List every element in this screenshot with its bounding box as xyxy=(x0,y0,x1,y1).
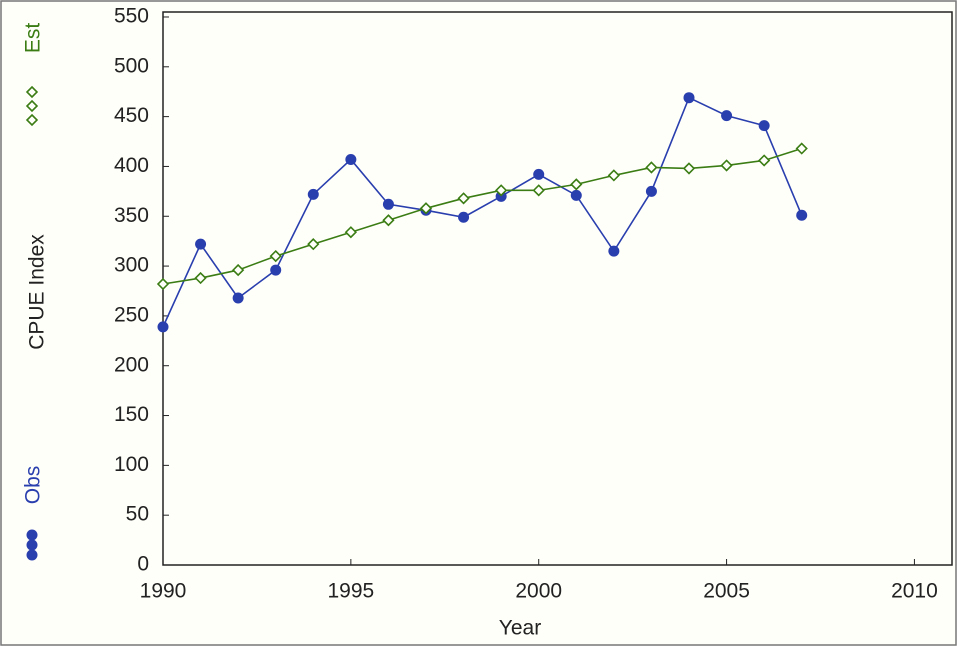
point xyxy=(495,184,508,197)
point xyxy=(682,162,696,175)
legend-marker xyxy=(26,549,38,561)
point xyxy=(795,142,808,155)
y-tick-label: 250 xyxy=(114,303,149,326)
point xyxy=(721,110,733,122)
point xyxy=(269,249,282,263)
x-axis-title: Year xyxy=(499,617,541,640)
legend-marker xyxy=(25,99,39,113)
point xyxy=(382,198,394,210)
point xyxy=(419,202,433,215)
point xyxy=(720,159,733,172)
x-tick-label: 2010 xyxy=(891,580,938,603)
y-tick-label: 300 xyxy=(114,254,149,277)
point xyxy=(270,264,282,276)
point xyxy=(345,153,357,165)
point xyxy=(796,209,808,221)
point xyxy=(645,161,658,174)
x-tick-label: 2005 xyxy=(703,580,750,603)
point xyxy=(758,154,771,167)
x-tick-label: 2000 xyxy=(515,580,562,603)
point xyxy=(458,211,470,223)
point xyxy=(532,184,545,197)
legend-label: Est xyxy=(22,23,45,54)
y-axis-title: CPUE Index xyxy=(26,234,49,350)
point xyxy=(607,169,620,182)
point xyxy=(194,271,207,285)
point xyxy=(457,192,470,205)
y-tick-label: 50 xyxy=(126,503,149,526)
point xyxy=(307,238,320,251)
point xyxy=(307,188,319,200)
point xyxy=(570,178,583,191)
y-tick-label: 350 xyxy=(114,204,149,227)
point xyxy=(195,238,207,250)
y-tick-label: 0 xyxy=(137,553,149,576)
point xyxy=(232,263,245,277)
series-line xyxy=(162,96,803,328)
legend-marker xyxy=(26,539,38,551)
point xyxy=(156,277,170,291)
y-tick-label: 100 xyxy=(114,453,149,476)
y-tick-label: 500 xyxy=(114,54,149,77)
legend-label: Obs xyxy=(22,466,45,505)
series-line xyxy=(162,147,802,285)
legend-marker xyxy=(25,85,39,99)
y-tick-label: 200 xyxy=(114,353,149,376)
y-tick-label: 550 xyxy=(114,5,149,28)
point xyxy=(232,292,244,304)
point xyxy=(382,214,395,227)
point xyxy=(344,226,357,239)
y-tick-label: 400 xyxy=(114,154,149,177)
y-tick-label: 450 xyxy=(114,104,149,127)
point xyxy=(533,168,545,180)
legend-marker xyxy=(26,529,38,541)
point xyxy=(157,321,169,333)
legend-marker xyxy=(25,113,39,127)
x-tick-label: 1990 xyxy=(140,580,187,603)
point xyxy=(645,185,657,197)
point xyxy=(608,245,620,257)
y-tick-label: 150 xyxy=(114,403,149,426)
x-tick-label: 1995 xyxy=(327,580,374,603)
point xyxy=(570,189,582,201)
point xyxy=(683,92,695,104)
point xyxy=(758,120,770,132)
